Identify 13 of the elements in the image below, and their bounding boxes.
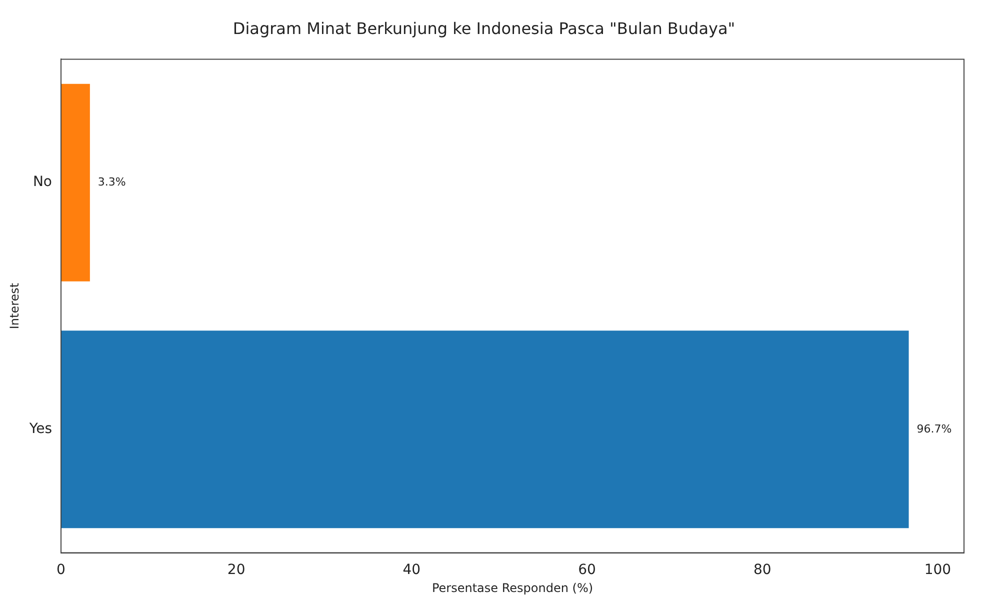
x-tick-label: 60 (578, 562, 596, 578)
x-tick-label: 40 (402, 562, 421, 578)
data-label: 3.3% (98, 175, 126, 188)
y-tick-label: Yes (28, 421, 52, 438)
data-label: 96.7% (916, 422, 952, 436)
y-tick-label: No (32, 174, 52, 190)
x-tick-label: 80 (753, 562, 772, 578)
x-tick-label: 0 (56, 562, 66, 578)
x-axis-title: Persentase Responden (%) (432, 580, 594, 595)
x-tick-label: 100 (924, 562, 952, 578)
y-axis-title: Interest (7, 282, 22, 330)
chart-title: Diagram Minat Berkunjung ke Indonesia Pasca "Bulan Budaya" (232, 18, 736, 38)
x-tick-label: 20 (227, 562, 246, 578)
